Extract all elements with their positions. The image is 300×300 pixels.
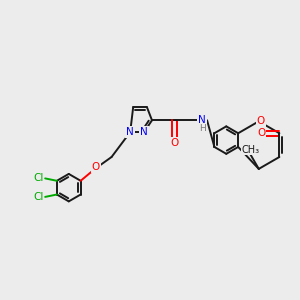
Text: Cl: Cl — [33, 173, 44, 183]
Text: H: H — [199, 124, 206, 133]
Text: O: O — [92, 162, 100, 172]
Text: O: O — [257, 128, 265, 138]
Text: O: O — [170, 138, 179, 148]
Text: N: N — [198, 115, 206, 125]
Text: CH₃: CH₃ — [242, 145, 260, 154]
Text: O: O — [256, 116, 265, 126]
Text: N: N — [140, 127, 148, 137]
Text: Cl: Cl — [33, 192, 44, 202]
Text: N: N — [126, 127, 134, 137]
